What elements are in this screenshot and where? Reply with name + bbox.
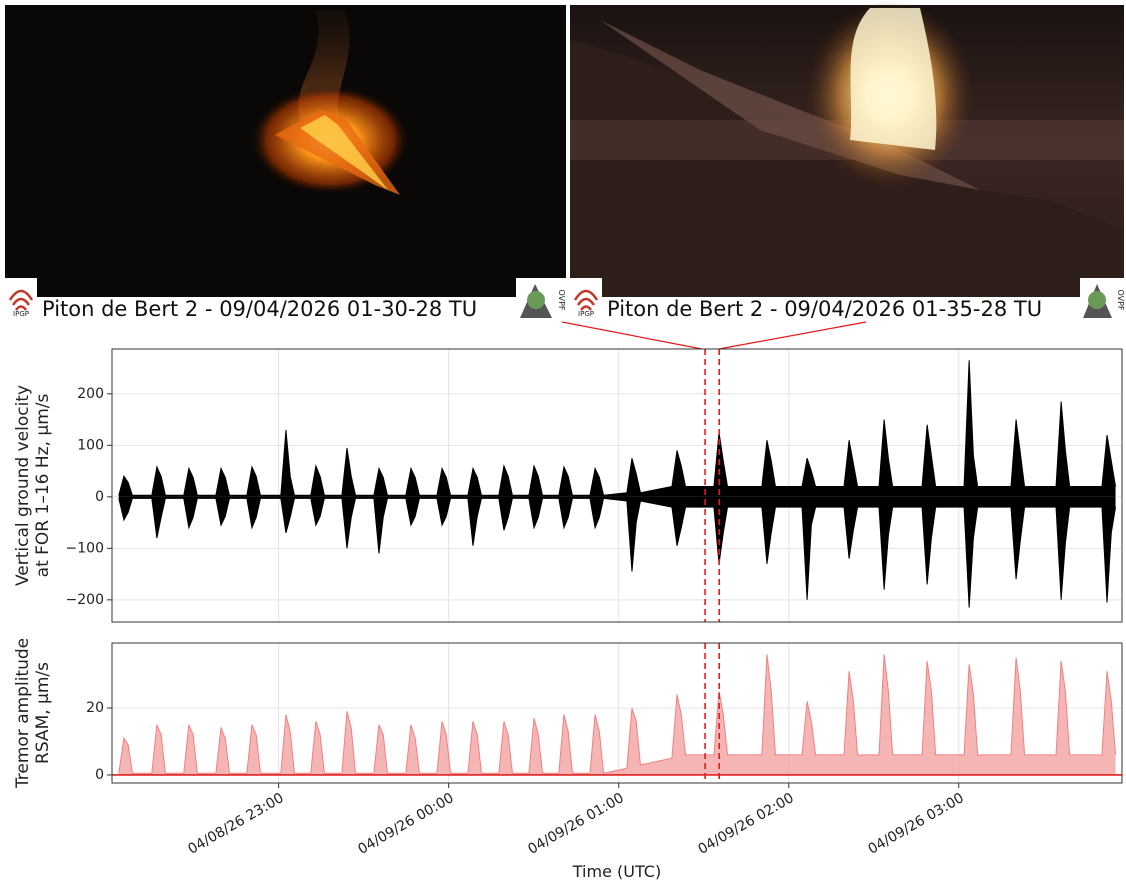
webcam-image-1: IPGP Piton de Bert 2 - 09/04/2026 01-30-… — [5, 5, 566, 322]
image-caption: Piton de Bert 2 - 09/04/2026 01-35-28 TU — [607, 297, 1042, 321]
y-axis-label: Vertical ground velocity — [13, 385, 33, 586]
plot-area — [112, 349, 1122, 622]
x-tick-label: 04/09/26 00:00 — [355, 790, 456, 858]
chart-panel: −200 −100 0 100 200 Vertical ground velocity a… — [13, 348, 1123, 623]
area-fill — [118, 496, 1116, 608]
y-axis-label: at FOR 1–16 Hz, µm/s — [33, 394, 53, 578]
y-tick-label: 100 — [77, 437, 104, 453]
logo-text: IPGP — [13, 310, 29, 318]
y-axis-label: RSAM, µm/s — [33, 662, 53, 764]
y-axis-label: Tremor amplitude — [13, 638, 33, 789]
chart-panel: 0 20 Tremor amplitude RSAM, µm/s 04/08/26 23… — [13, 638, 1123, 881]
logo-text: IPGP — [578, 310, 594, 318]
series-line — [118, 360, 1117, 496]
y-tick-label: 200 — [77, 386, 104, 402]
connector-line — [561, 321, 703, 350]
logo-text: OVPF — [1116, 289, 1125, 310]
x-axis-label: Time (UTC) — [572, 862, 661, 881]
x-tick-label: 04/08/26 23:00 — [185, 790, 286, 858]
series-line — [118, 654, 1117, 774]
y-tick-label: 0 — [95, 767, 104, 783]
y-tick-label: −100 — [66, 540, 104, 556]
axes-frame — [111, 348, 1123, 623]
logo-text: OVPF — [557, 289, 566, 310]
connector-line — [718, 321, 867, 350]
y-tick-label: −200 — [66, 592, 104, 608]
x-tick-label: 04/09/26 02:00 — [695, 790, 796, 858]
y-tick-label: 20 — [86, 700, 104, 716]
image-caption: Piton de Bert 2 - 09/04/2026 01-30-28 TU — [42, 297, 477, 321]
x-tick-label: 04/09/26 01:00 — [525, 790, 626, 858]
axes-frame — [111, 642, 1123, 784]
y-tick-label: 0 — [95, 489, 104, 505]
webcam-image-2: IPGP Piton de Bert 2 - 09/04/2026 01-35-… — [570, 0, 1125, 322]
x-tick-label: 04/09/26 03:00 — [866, 790, 967, 858]
series-line — [118, 497, 1117, 608]
